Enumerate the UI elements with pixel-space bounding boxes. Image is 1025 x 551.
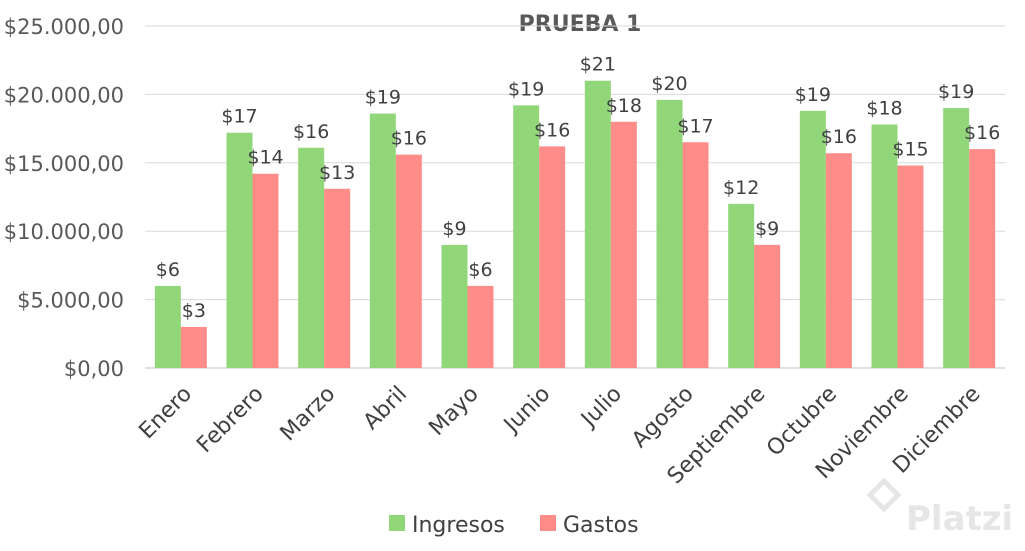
chart-title: PRUEBA 1 xyxy=(519,12,642,37)
y-axis: $0,00 $5.000,00 $10.000,00 $15.000,00 $20.00… xyxy=(4,15,124,381)
bar-gastos-marzo xyxy=(324,188,351,368)
x-tick-label: Mayo xyxy=(424,382,483,441)
legend-swatch-gastos xyxy=(540,515,556,531)
bar-gastos-septiembre xyxy=(754,244,781,368)
bar-ingresos-octubre xyxy=(799,110,826,368)
y-tick-label: $15.000,00 xyxy=(4,152,124,176)
bar-gastos-julio xyxy=(610,121,637,368)
data-label: $16 xyxy=(821,126,857,148)
y-tick-label: $5.000,00 xyxy=(17,289,124,313)
data-label: $16 xyxy=(391,128,427,150)
bar-ingresos-diciembre xyxy=(943,108,970,368)
x-tick-label: Febrero xyxy=(192,382,268,458)
legend-label-ingresos: Ingresos xyxy=(412,513,505,538)
bar-ingresos-julio xyxy=(584,80,611,368)
gridlines xyxy=(145,25,1005,369)
data-label: $14 xyxy=(247,147,283,169)
data-label: $12 xyxy=(723,177,759,199)
bar-ingresos-mayo xyxy=(441,244,468,368)
bar-ingresos-abril xyxy=(369,113,396,368)
x-tick-label: Enero xyxy=(135,382,198,445)
data-label: $17 xyxy=(221,106,257,128)
bar-gastos-mayo xyxy=(467,285,494,368)
bar-ingresos-junio xyxy=(513,105,540,369)
x-tick-label: Julio xyxy=(575,382,627,434)
bar-gastos-abril xyxy=(395,154,422,368)
data-label: $16 xyxy=(534,119,570,141)
watermark-text: Platzi xyxy=(906,499,1013,539)
data-label: $6 xyxy=(468,259,492,281)
platzi-logo-icon xyxy=(866,477,902,513)
data-label: $21 xyxy=(580,54,616,76)
data-label: $17 xyxy=(677,115,713,137)
bar-ingresos-agosto xyxy=(656,99,683,368)
data-label: $19 xyxy=(795,84,831,106)
bar-ingresos-noviembre xyxy=(871,124,898,368)
bar-gastos-febrero xyxy=(252,173,279,368)
data-label: $9 xyxy=(442,218,466,240)
data-label: $19 xyxy=(938,81,974,103)
data-label: $16 xyxy=(964,122,1000,144)
y-tick-label: $10.000,00 xyxy=(4,220,124,244)
legend-swatch-ingresos xyxy=(389,515,405,531)
x-tick-label: Marzo xyxy=(276,382,341,447)
data-label: $20 xyxy=(651,73,687,95)
bar-gastos-noviembre xyxy=(897,165,924,368)
platzi-watermark: Platzi xyxy=(866,477,1013,539)
legend: Ingresos Gastos xyxy=(389,513,639,538)
data-label: $18 xyxy=(866,97,902,119)
bar-gastos-diciembre xyxy=(969,149,996,368)
bar-gastos-agosto xyxy=(682,142,709,368)
data-label: $16 xyxy=(293,121,329,143)
data-label: $19 xyxy=(365,87,401,109)
data-label: $18 xyxy=(606,95,642,117)
bar-ingresos-febrero xyxy=(226,132,253,368)
x-tick-label: Abril xyxy=(359,382,412,435)
bar-gastos-junio xyxy=(539,146,566,368)
y-tick-label: $20.000,00 xyxy=(4,83,124,107)
bar-gastos-enero xyxy=(180,326,207,368)
x-tick-label: Junio xyxy=(498,382,555,439)
bar-ingresos-septiembre xyxy=(728,203,755,368)
data-label: $13 xyxy=(319,162,355,184)
data-label: $9 xyxy=(755,218,779,240)
y-tick-label: $0,00 xyxy=(64,357,124,381)
y-tick-label: $25.000,00 xyxy=(4,15,124,39)
data-label: $15 xyxy=(892,139,928,161)
data-label: $6 xyxy=(156,259,180,281)
data-label: $3 xyxy=(182,300,206,322)
data-label: $19 xyxy=(508,78,544,100)
bar-ingresos-marzo xyxy=(298,147,325,368)
x-tick-label: Agosto xyxy=(627,382,698,453)
bars xyxy=(154,80,996,369)
bar-gastos-octubre xyxy=(825,153,852,368)
data-labels: $6 $17 $16 $19 $9 $19 $21 $20 $12 $19 $18 $19 $3 $14 $… xyxy=(156,54,1001,322)
bar-ingresos-enero xyxy=(154,285,181,368)
legend-label-gastos: Gastos xyxy=(563,513,639,538)
